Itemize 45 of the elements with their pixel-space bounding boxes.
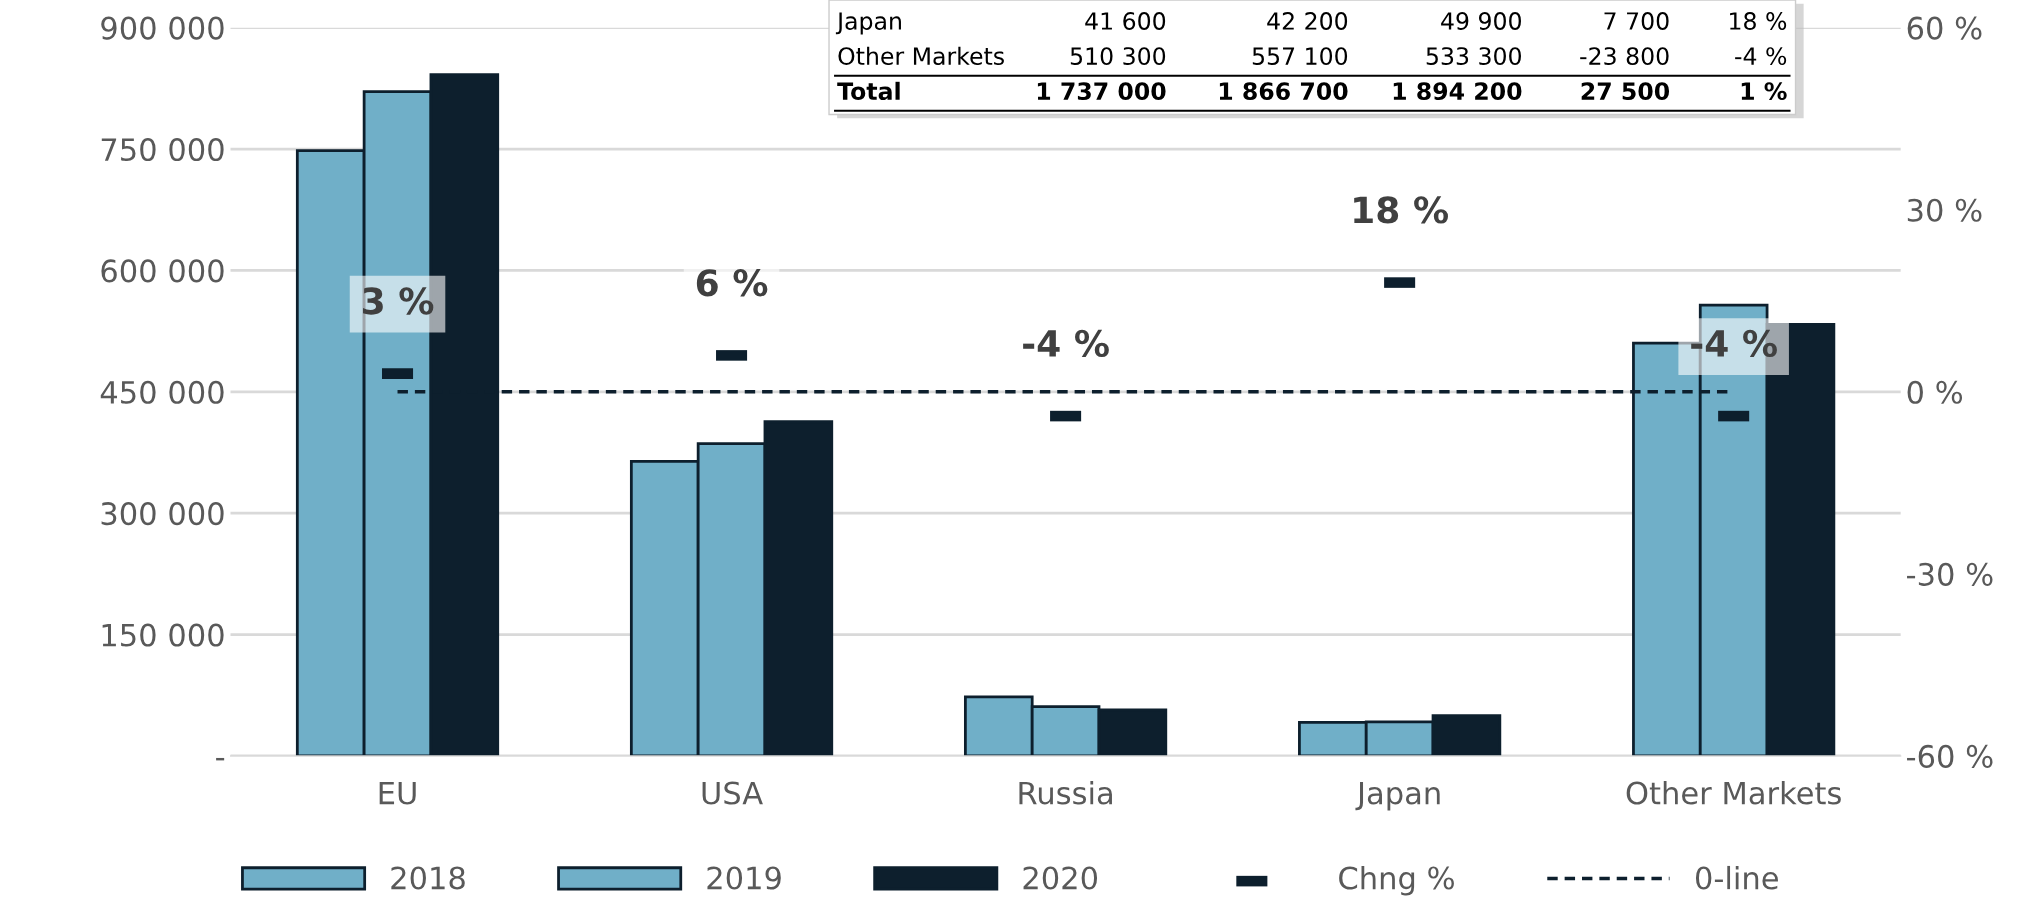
x-tick-label: Japan (1355, 781, 1440, 811)
x-tick-label: Russia (1019, 780, 1112, 805)
annotation: 42 200 (1267, 12, 1348, 30)
legend-label: 0-line (1695, 865, 1778, 890)
y-tick-label: 900 000 (101, 16, 224, 40)
annotation: 1 % (1741, 82, 1787, 101)
annotation: 27 500 (1581, 82, 1670, 101)
data-label: 3 % (363, 287, 434, 315)
data-label: -4 % (1023, 329, 1109, 358)
legend-label: 2020 (1023, 866, 1098, 890)
y2-tick-label: 30 % (1907, 198, 1982, 222)
legend-label: 2019 (707, 866, 781, 890)
annotation: Japan (835, 12, 901, 35)
annotation: 510 300 (1070, 47, 1166, 65)
annotation: 1 894 200 (1393, 82, 1522, 101)
annotation: 41 600 (1085, 12, 1166, 30)
annotation: 1 866 700 (1219, 82, 1348, 101)
annotation: 533 300 (1426, 47, 1521, 65)
annotation: -4 % (1735, 47, 1787, 65)
annotation: 49 900 (1441, 12, 1521, 30)
data-label: 6 % (696, 269, 768, 297)
y-tick-label: 450 000 (100, 380, 224, 404)
annotation: -23 800 (1580, 47, 1669, 65)
data-label: -4 % (1691, 329, 1777, 358)
annotation: 557 100 (1252, 47, 1348, 65)
annotation: 7 700 (1604, 12, 1669, 30)
y2-tick-label: -30 % (1907, 562, 1993, 586)
y2-tick-label: 0 % (1907, 380, 1963, 404)
y-tick-label: 150 000 (102, 623, 224, 647)
x-tick-label: USA (702, 781, 763, 805)
x-tick-label: EU (379, 781, 416, 805)
legend-label: Chng % (1339, 865, 1454, 896)
y2-tick-label: 60 % (1907, 16, 1982, 40)
y2-tick-label: -60 % (1907, 744, 1993, 768)
annotation: Other Markets (838, 46, 1004, 65)
y-tick-label: 750 000 (101, 138, 224, 162)
legend-label: 2018 (391, 866, 465, 890)
y-tick-label: 300 000 (101, 502, 224, 526)
annotation: 18 % (1730, 12, 1787, 30)
data-label: 18 % (1354, 196, 1448, 224)
y-tick-label: 600 000 (101, 259, 224, 283)
x-tick-label: Other Markets (1626, 780, 1841, 805)
annotation: 1 737 000 (1037, 82, 1166, 101)
annotation: Total (837, 81, 900, 101)
y-tick-label: - (216, 757, 225, 761)
